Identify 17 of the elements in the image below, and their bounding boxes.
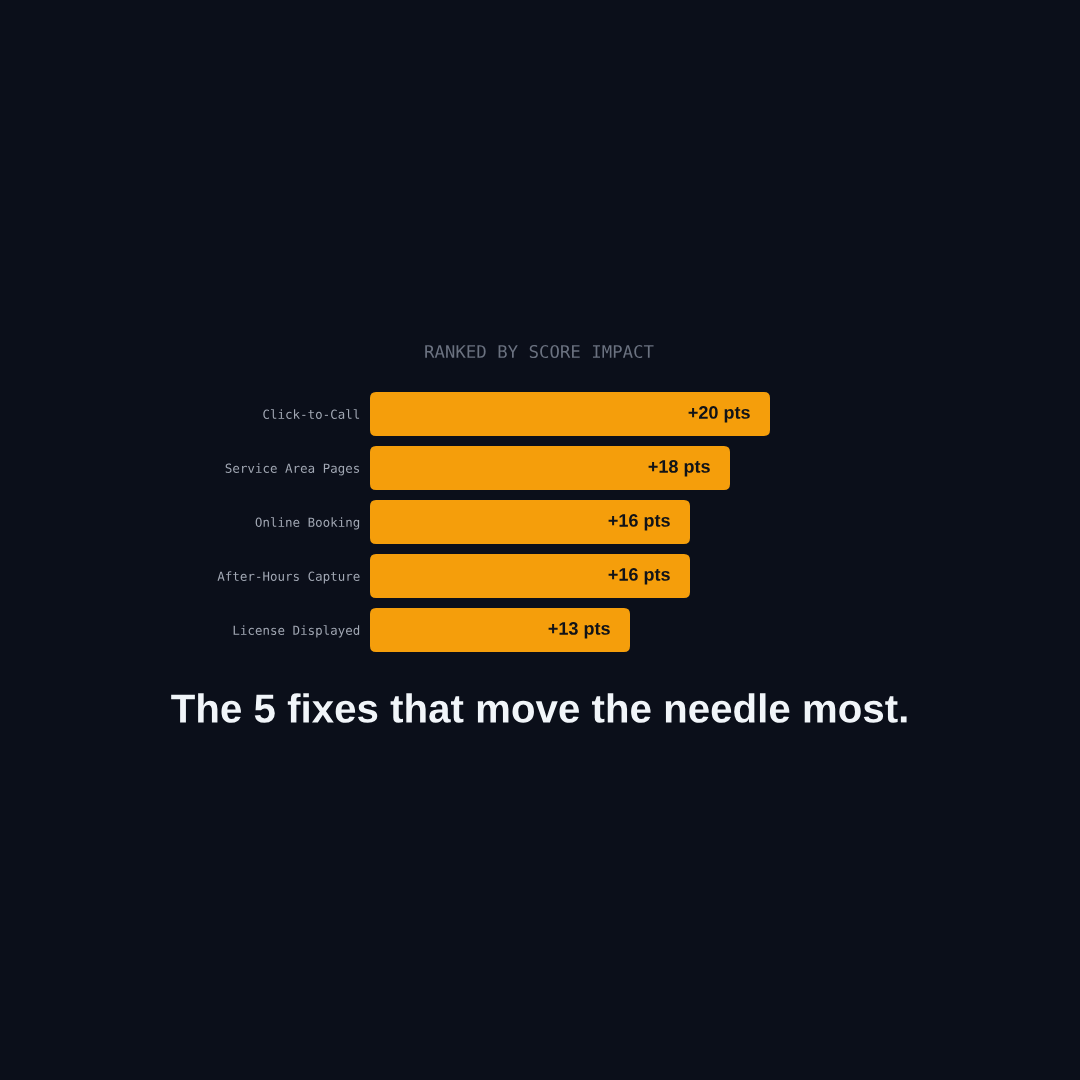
y-tick-label: After-Hours Capture (217, 571, 360, 584)
data-label: +16 pts (608, 568, 670, 585)
bar (370, 554, 690, 599)
y-tick-label: License Displayed (233, 625, 360, 638)
y-tick-label: Click-to-Call (263, 409, 360, 419)
bar (370, 392, 770, 437)
data-label: +13 pts (548, 622, 610, 639)
chart-subtitle: RANKED BY SCORE IMPACT (425, 344, 654, 359)
text: The 5 fixes that move the needle most. (171, 693, 907, 723)
y-tick-label: Service Area Pages (225, 463, 360, 476)
data-label: +16 pts (608, 514, 670, 531)
data-label: +18 pts (648, 460, 710, 477)
bar (370, 500, 690, 545)
data-label: +20 pts (688, 406, 750, 423)
bar (370, 446, 730, 491)
bar (370, 608, 630, 653)
y-tick-label: Online Booking (255, 517, 360, 530)
